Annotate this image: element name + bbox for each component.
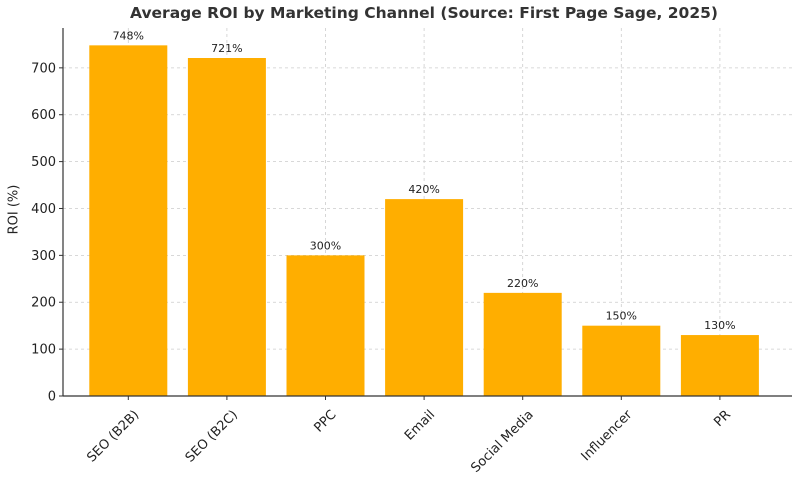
data-label: 300% (310, 239, 341, 252)
x-tick-label: PPC (311, 407, 339, 435)
data-label: 748% (113, 29, 144, 42)
y-tick-label: 500 (31, 155, 56, 170)
y-tick-label: 200 (31, 296, 56, 311)
x-tick-label: Influencer (579, 407, 636, 464)
data-label: 721% (211, 42, 242, 55)
y-tick-label: 700 (31, 61, 56, 76)
y-tick-label: 600 (31, 108, 56, 123)
data-label: 220% (507, 277, 538, 290)
bars (89, 45, 759, 397)
bar (89, 45, 168, 397)
bar (680, 335, 759, 396)
data-label: 150% (606, 310, 637, 323)
x-tick-label: Social Media (468, 407, 536, 475)
y-tick-label: 300 (31, 249, 56, 264)
axes (59, 28, 792, 400)
bar (582, 325, 661, 396)
y-tick-label: 400 (31, 202, 56, 217)
bar (187, 58, 266, 396)
bar (286, 255, 365, 396)
data-label: 130% (704, 319, 735, 332)
x-tick-label: SEO (B2B) (84, 407, 142, 465)
x-tick-label: Email (402, 407, 438, 443)
x-tick-label: SEO (B2C) (183, 407, 241, 465)
x-tick-label: PR (711, 407, 734, 430)
chart-title: Average ROI by Marketing Channel (Source… (130, 4, 718, 22)
y-tick-label: 100 (31, 343, 56, 358)
bar (385, 199, 464, 396)
data-label: 420% (408, 183, 439, 196)
bar (483, 292, 562, 396)
y-tick-label: 0 (48, 390, 56, 405)
